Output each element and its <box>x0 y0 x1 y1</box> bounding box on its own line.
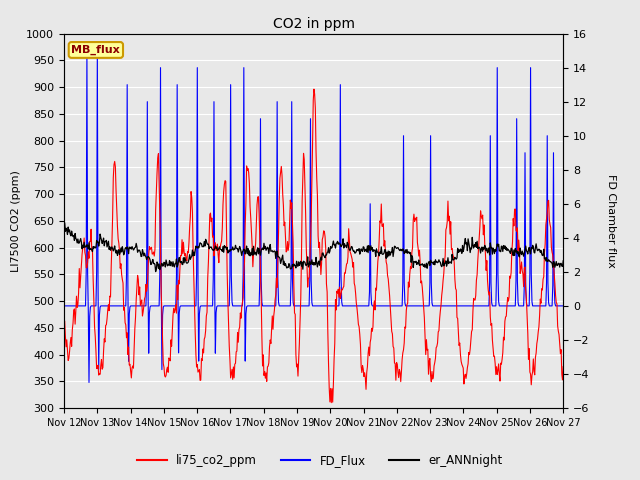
Y-axis label: FD Chamber flux: FD Chamber flux <box>606 174 616 268</box>
Y-axis label: LI7500 CO2 (ppm): LI7500 CO2 (ppm) <box>11 170 20 272</box>
Title: CO2 in ppm: CO2 in ppm <box>273 17 355 31</box>
Text: MB_flux: MB_flux <box>72 45 120 55</box>
Legend: li75_co2_ppm, FD_Flux, er_ANNnight: li75_co2_ppm, FD_Flux, er_ANNnight <box>132 449 508 472</box>
